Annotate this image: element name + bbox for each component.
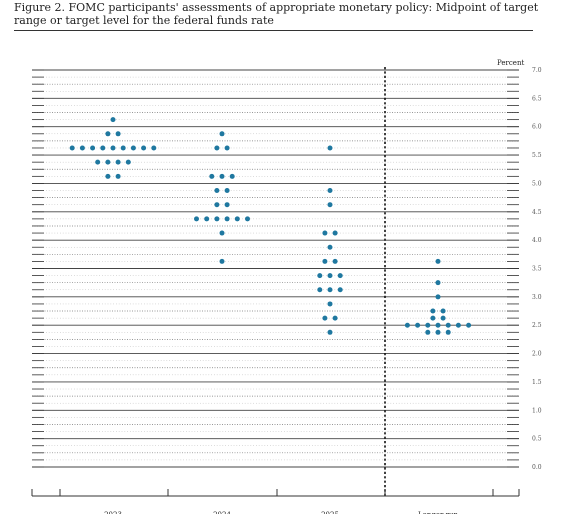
data-dot xyxy=(219,258,225,264)
data-dot xyxy=(214,216,220,222)
data-dot xyxy=(130,145,136,151)
data-dot xyxy=(105,173,111,179)
data-dot xyxy=(337,287,343,293)
data-dot xyxy=(224,202,230,208)
data-dot xyxy=(455,322,461,328)
y-tick-label: 5.0 xyxy=(532,180,542,187)
y-tick-label: 2.5 xyxy=(532,322,542,329)
data-dot xyxy=(332,258,338,264)
x-category-label: 2025 xyxy=(321,511,339,514)
data-dot xyxy=(430,308,436,314)
data-dot xyxy=(224,188,230,194)
data-dot xyxy=(317,273,323,279)
data-dot xyxy=(105,131,111,137)
caption-rule xyxy=(14,30,533,31)
x-category-label: 2024 xyxy=(213,511,231,514)
data-dot xyxy=(435,280,441,286)
data-dot xyxy=(445,329,451,335)
data-dot xyxy=(105,159,111,165)
x-category-label: 2023 xyxy=(104,511,122,514)
data-dot xyxy=(425,322,431,328)
y-tick-label: 0.0 xyxy=(532,464,542,471)
data-dot xyxy=(322,258,328,264)
data-dot xyxy=(110,117,116,123)
data-dot xyxy=(115,159,121,165)
y-tick-label: 6.0 xyxy=(532,124,542,131)
y-tick-label: 3.5 xyxy=(532,266,542,273)
data-dot xyxy=(95,159,101,165)
figure-caption: Figure 2. FOMC participants' assessments… xyxy=(14,1,539,27)
data-dot xyxy=(120,145,126,151)
data-dot xyxy=(214,202,220,208)
data-dot xyxy=(466,322,472,328)
y-tick-label: 0.5 xyxy=(532,436,542,443)
y-tick-label: 5.5 xyxy=(532,152,542,159)
data-dot xyxy=(440,308,446,314)
y-tick-label: 3.0 xyxy=(532,294,542,301)
data-dot xyxy=(430,315,436,321)
data-dot xyxy=(404,322,410,328)
data-dot xyxy=(229,173,235,179)
data-dot xyxy=(327,145,333,151)
data-dot xyxy=(194,216,199,222)
y-tick-label: 1.5 xyxy=(532,379,542,386)
data-dot xyxy=(327,329,333,335)
data-dot xyxy=(90,145,96,151)
y-tick-label: 1.0 xyxy=(532,407,542,414)
data-dot xyxy=(337,273,343,279)
data-dot xyxy=(69,145,75,151)
data-dot xyxy=(435,329,441,335)
data-dot xyxy=(115,173,121,179)
data-dot xyxy=(204,216,210,222)
data-dot xyxy=(100,145,106,151)
data-dot xyxy=(445,322,451,328)
data-dot xyxy=(224,145,230,151)
data-dot xyxy=(234,216,240,222)
data-dot xyxy=(327,287,333,293)
data-dot xyxy=(214,145,220,151)
data-dot xyxy=(322,315,328,321)
data-dot xyxy=(327,244,333,250)
y-tick-label: 4.0 xyxy=(532,237,542,244)
data-dot xyxy=(245,216,250,222)
y-tick-label: 7.0 xyxy=(532,67,542,74)
data-dot xyxy=(332,315,338,321)
data-dot xyxy=(327,273,333,279)
data-dot xyxy=(440,315,446,321)
data-dot xyxy=(219,131,225,137)
data-dot xyxy=(125,159,131,165)
y-tick-label: 4.5 xyxy=(532,209,542,216)
y-tick-label: 2.0 xyxy=(532,351,542,358)
data-dot xyxy=(110,145,116,151)
data-dot xyxy=(327,188,333,194)
data-dot xyxy=(435,294,441,300)
data-dot xyxy=(214,188,220,194)
data-dot xyxy=(435,258,441,264)
data-dot xyxy=(332,230,338,236)
data-dot xyxy=(327,202,333,208)
data-dot xyxy=(415,322,421,328)
data-dot xyxy=(209,173,215,179)
data-dot xyxy=(79,145,85,151)
data-dot xyxy=(141,145,147,151)
y-tick-label: 6.5 xyxy=(532,95,542,102)
data-dot xyxy=(322,230,328,236)
data-dot xyxy=(327,301,333,307)
y-axis-unit-label: Percent xyxy=(497,59,524,67)
data-dot xyxy=(425,329,431,335)
data-dot xyxy=(219,173,225,179)
data-dot xyxy=(224,216,230,222)
data-dot xyxy=(435,322,441,328)
data-dot xyxy=(151,145,157,151)
data-dot xyxy=(115,131,121,137)
x-category-label: Longer run xyxy=(418,511,458,514)
data-dot xyxy=(219,230,225,236)
data-dot xyxy=(317,287,323,293)
